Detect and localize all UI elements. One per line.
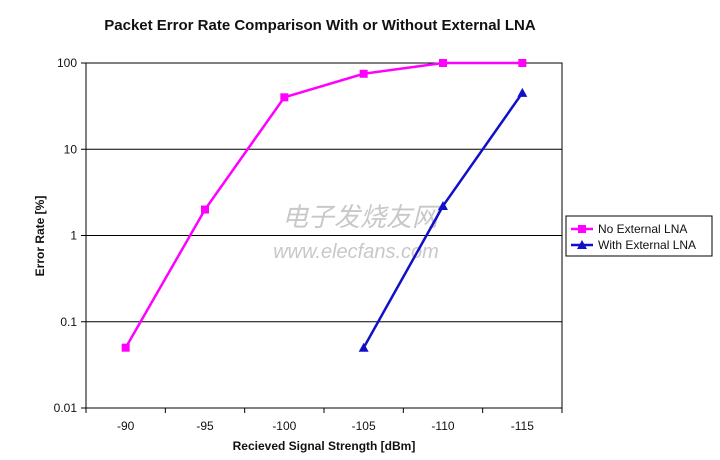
data-point — [518, 59, 527, 67]
x-tick-label: -115 — [511, 419, 534, 433]
chart-title: Packet Error Rate Comparison With or Wit… — [104, 17, 536, 34]
legend-box — [565, 215, 713, 257]
legend-entry: No External LNA — [571, 222, 687, 236]
x-tick-label: -90 — [117, 419, 135, 433]
legend-entry: With External LNA — [571, 238, 696, 252]
y-tick-label: 100 — [57, 56, 77, 70]
watermark: 电子发烧友网 www.elecfans.com — [273, 202, 441, 263]
legend-marker — [577, 240, 587, 249]
data-point — [280, 93, 289, 102]
y-axis-label: Error Rate [%] — [33, 196, 47, 277]
series-layer — [121, 59, 528, 352]
x-axis-ticks: -90 -95 -100 -105 -110 -115 — [85, 408, 563, 433]
watermark-line-2: www.elecfans.com — [273, 241, 439, 263]
y-tick-label: 10 — [64, 142, 78, 156]
series-no-external-lna — [121, 59, 527, 352]
y-axis-ticks: 0.01 0.1 1 10 100 — [54, 56, 86, 415]
x-tick-label: -110 — [431, 419, 454, 433]
data-point — [121, 343, 130, 352]
watermark-line-1: 电子发烧友网 — [282, 202, 441, 232]
legend-label: With External LNA — [598, 238, 696, 252]
data-point — [439, 59, 447, 67]
data-point — [201, 205, 209, 214]
y-tick-label: 1 — [70, 229, 77, 243]
y-tick-label: 0.01 — [54, 401, 78, 415]
legend: No External LNA With External LNA — [565, 215, 713, 257]
data-point — [358, 342, 369, 352]
data-point — [517, 87, 528, 97]
y-tick-label: 0.1 — [60, 315, 77, 329]
legend-label: No External LNA — [598, 222, 687, 236]
x-axis-label: Recieved Signal Strength [dBm] — [233, 439, 416, 453]
x-tick-label: -95 — [196, 419, 214, 433]
series-line — [124, 61, 523, 349]
x-tick-label: -105 — [352, 419, 376, 433]
data-point — [359, 69, 368, 78]
legend-marker — [578, 225, 586, 233]
series-with-external-lna — [358, 87, 528, 352]
data-point — [438, 200, 448, 210]
x-tick-label: -100 — [272, 419, 296, 433]
